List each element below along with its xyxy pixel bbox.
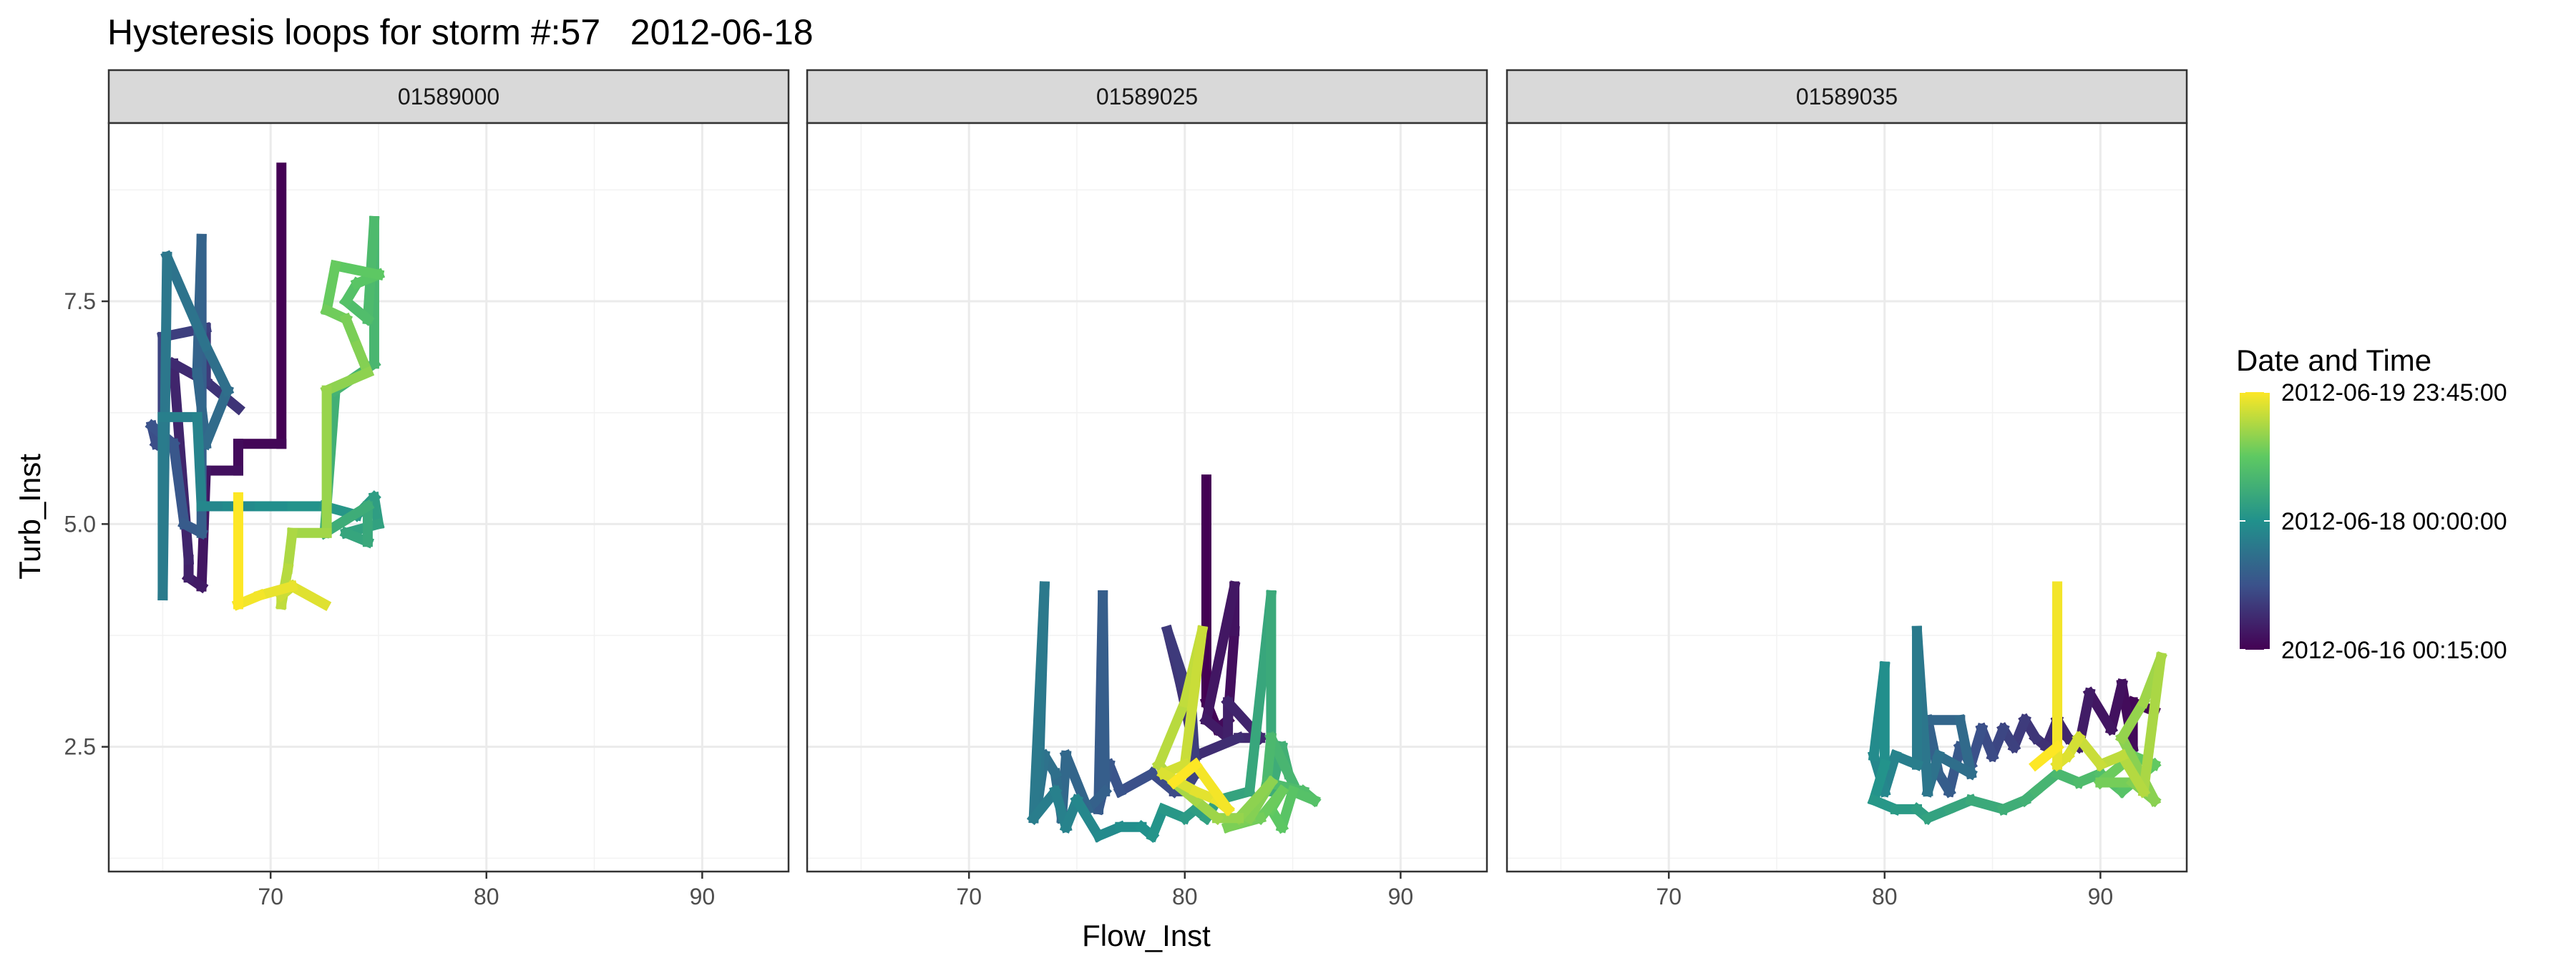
hysteresis-loop-01589000 — [145, 162, 386, 611]
plot-background — [1507, 123, 2187, 872]
legend-label: 2012-06-18 00:00:00 — [2281, 508, 2507, 535]
loop-segment — [1113, 766, 1160, 799]
loop-segment — [1166, 757, 1203, 790]
facet-strip-label: 01589000 — [398, 84, 499, 109]
x-axis-label: Flow_Inst — [1082, 919, 1211, 952]
facet-strip — [1506, 69, 2188, 125]
loop-segment — [2137, 652, 2167, 797]
panel-border — [1506, 122, 2188, 873]
hysteresis-loop-01589025 — [1026, 474, 1322, 844]
facet-strip — [806, 69, 1488, 125]
loop-segment — [320, 366, 375, 397]
loop-segment — [160, 250, 213, 353]
loop-segment — [1189, 757, 1235, 816]
legend-label: 2012-06-16 00:15:00 — [2281, 637, 2507, 664]
loop-segment — [1098, 590, 1111, 797]
loop-segment — [192, 233, 207, 378]
loop-segment — [1231, 775, 1279, 826]
facet-panel-01589000: 01589000 70 80 90 2.5 5.0 7.5 — [64, 69, 790, 909]
legend-title: Date and Time — [2236, 343, 2431, 377]
loop-segment — [253, 580, 298, 602]
loop-segment — [2029, 739, 2064, 772]
x-tick-label: 80 — [1172, 884, 1198, 909]
facet-strip-label: 01589035 — [1796, 84, 1898, 109]
x-tick-label: 70 — [956, 884, 982, 909]
y-tick-label: 7.5 — [64, 288, 96, 314]
x-tick-label: 70 — [1656, 884, 1682, 909]
loop-segment — [1261, 732, 1277, 789]
loop-segment — [192, 411, 208, 512]
facet-strip — [107, 69, 790, 125]
loop-segment — [1070, 793, 1106, 843]
loop-segment — [2114, 695, 2151, 745]
x-tick-label: 90 — [1388, 884, 1414, 909]
chart-title: Hysteresis loops for storm #:57 2012-06-… — [107, 12, 814, 52]
loop-segment — [1189, 731, 1246, 763]
loop-segment — [1954, 714, 1977, 780]
loop-segment — [199, 338, 235, 397]
panel-border — [806, 122, 1488, 873]
loop-segment — [167, 438, 190, 530]
loop-segment — [2114, 748, 2151, 799]
facet-panel-01589025: 01589025 70 80 90 — [806, 69, 1488, 909]
y-tick-label: 5.0 — [64, 511, 96, 537]
hysteresis-loop-01589035 — [1867, 581, 2167, 826]
loop-segment — [282, 527, 298, 575]
color-legend: Date and Time 2012-06-19 23:45:00 2012-06… — [2236, 343, 2507, 664]
panel-border — [107, 122, 790, 873]
x-tick-label: 90 — [2088, 884, 2114, 909]
loop-segment — [2115, 731, 2162, 807]
x-tick-label: 70 — [258, 884, 283, 909]
facet-panel-01589035: 01589035 70 80 90 — [1506, 69, 2188, 909]
loop-segment — [321, 260, 341, 316]
x-tick-label: 80 — [1872, 884, 1898, 909]
loop-segment — [191, 366, 212, 450]
x-tick-label: 90 — [690, 884, 716, 909]
loop-segment — [1179, 625, 1208, 771]
y-axis-label: Turb_Inst — [13, 454, 47, 580]
loop-segment — [1200, 580, 1241, 726]
y-tick-label: 2.5 — [64, 734, 96, 760]
x-tick-label: 80 — [474, 884, 499, 909]
loop-segment — [2104, 678, 2128, 736]
plot-background — [807, 123, 1487, 872]
loop-segment — [199, 384, 234, 451]
legend-label: 2012-06-19 23:45:00 — [2281, 379, 2507, 406]
facet-strip-label: 01589025 — [1096, 84, 1198, 109]
loop-segment — [317, 499, 375, 540]
loop-segment — [1152, 696, 1191, 771]
loop-segment — [1931, 748, 1978, 781]
loop-segment — [1867, 758, 1891, 807]
loop-segment — [2072, 731, 2108, 772]
loop-segment — [329, 259, 385, 280]
loop-segment — [1028, 581, 1050, 824]
plot-background — [109, 123, 789, 872]
